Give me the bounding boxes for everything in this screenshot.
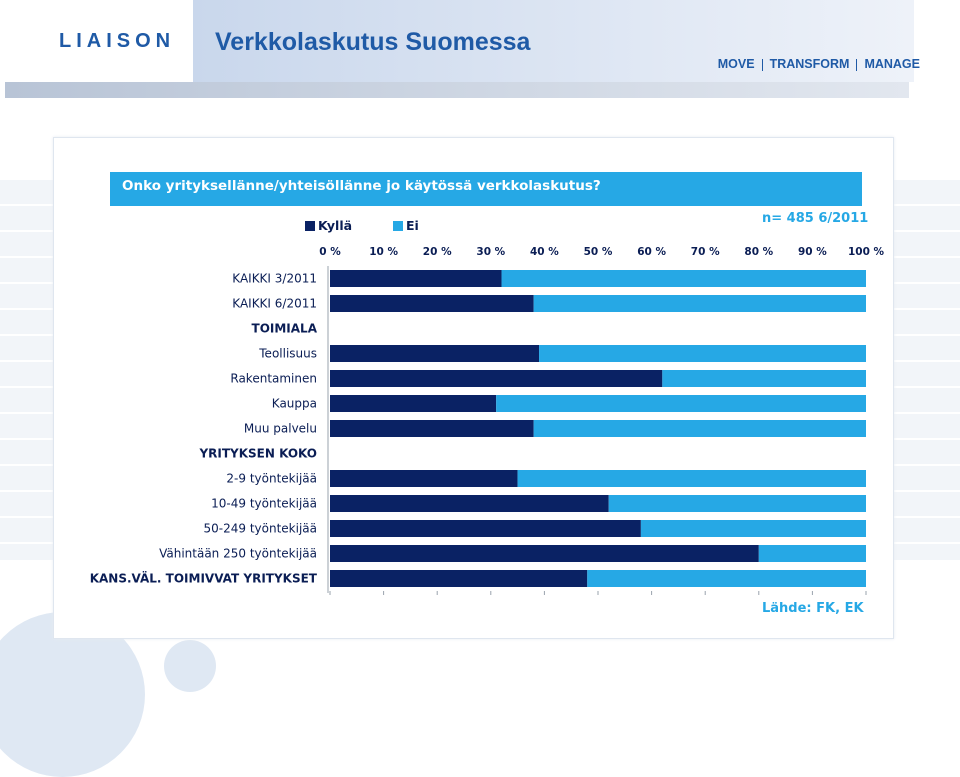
legend-item-kylla: Kyllä — [305, 218, 352, 233]
bar-kylla — [330, 520, 641, 537]
category-label: 10-49 työntekijää — [211, 497, 317, 511]
header-strip — [5, 82, 909, 98]
tagline: MOVE TRANSFORM MANAGE — [718, 57, 920, 71]
x-tick-label: 50 % — [584, 246, 613, 258]
category-label: Vähintään 250 työntekijää — [159, 547, 317, 561]
bar-ei — [496, 395, 866, 412]
bar-ei — [640, 520, 866, 537]
sample-note: n= 485 6/2011 — [762, 211, 869, 226]
bar-kylla — [330, 495, 609, 512]
bar-ei — [539, 345, 866, 362]
bar-kylla — [330, 470, 518, 487]
x-tick-label: 10 % — [369, 246, 398, 258]
category-label: Kauppa — [272, 397, 317, 411]
bar-kylla — [330, 420, 534, 437]
x-tick-label: 20 % — [423, 246, 452, 258]
category-label: KAIKKI 3/2011 — [232, 272, 317, 286]
slide-header: LIAISON — [5, 0, 914, 98]
bar-kylla — [330, 370, 663, 387]
bar-ei — [517, 470, 866, 487]
category-label: YRITYKSEN KOKO — [198, 447, 317, 461]
category-label: TOIMIALA — [252, 322, 318, 336]
page-title: Verkkolaskutus Suomessa — [215, 28, 531, 56]
category-label: KAIKKI 6/2011 — [232, 297, 317, 311]
liaison-logo: LIAISON — [59, 30, 176, 52]
x-tick-label: 40 % — [530, 246, 559, 258]
tagline-move: MOVE — [717, 57, 755, 71]
category-label: Teollisuus — [258, 347, 317, 361]
bar-kylla — [330, 345, 540, 362]
decorative-circle-small — [164, 640, 216, 692]
tagline-manage: MANAGE — [864, 57, 920, 71]
category-label: Muu palvelu — [244, 422, 317, 436]
bar-ei — [587, 570, 866, 587]
bar-ei — [533, 295, 866, 312]
x-tick-label: 30 % — [476, 246, 505, 258]
x-tick-label: 90 % — [798, 246, 827, 258]
bar-ei — [758, 545, 866, 562]
title-band — [193, 0, 914, 82]
bar-ei — [662, 370, 866, 387]
x-tick-label: 60 % — [637, 246, 666, 258]
legend-label-ei: Ei — [406, 218, 419, 233]
legend-item-ei: Ei — [393, 218, 419, 233]
tagline-separator — [761, 58, 763, 71]
bar-ei — [533, 420, 866, 437]
category-label: Rakentaminen — [230, 372, 317, 386]
tagline-separator — [856, 58, 858, 71]
x-tick-label: 100 % — [848, 246, 885, 258]
x-tick-label: 70 % — [691, 246, 720, 258]
bar-kylla — [330, 570, 588, 587]
category-label: 2-9 työntekijää — [226, 472, 317, 486]
logo-area: LIAISON — [5, 0, 188, 82]
source-note: Lähde: FK, EK — [762, 601, 864, 616]
bar-ei — [608, 495, 866, 512]
x-tick-label: 80 % — [744, 246, 773, 258]
legend-swatch-kylla — [305, 221, 315, 231]
bar-ei — [501, 270, 866, 287]
bar-kylla — [330, 545, 759, 562]
tagline-transform: TRANSFORM — [769, 57, 850, 71]
legend-label-kylla: Kyllä — [318, 218, 353, 233]
category-label: 50-249 työntekijää — [204, 522, 317, 536]
x-tick-label: 0 % — [319, 246, 341, 258]
legend-swatch-ei — [393, 221, 403, 231]
chart-title: Onko yrityksellänne/yhteisöllänne jo käy… — [110, 172, 862, 206]
category-label: KANS.VÄL. TOIMIVVAT YRITYKSET — [90, 571, 318, 586]
bar-kylla — [330, 395, 497, 412]
bar-chart: 0 % 10 % 20 % 30 % 40 % 50 % 60 % 70 % 80 % 90 % 1… — [90, 246, 885, 595]
bar-kylla — [330, 295, 534, 312]
bar-kylla — [330, 270, 502, 287]
